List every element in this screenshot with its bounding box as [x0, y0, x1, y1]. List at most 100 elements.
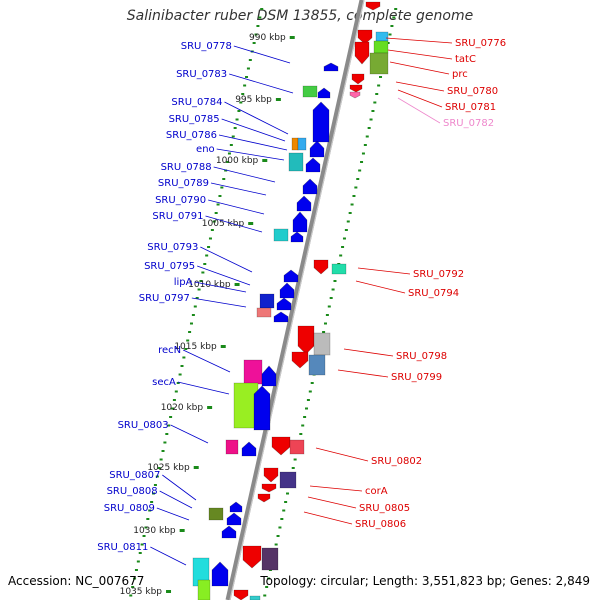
gene-arrow-forward — [273, 311, 289, 323]
gene-arrow-forward — [241, 441, 257, 457]
track-dot — [392, 16, 396, 19]
track-dot — [133, 577, 137, 580]
gene-box — [308, 354, 326, 376]
track-dot — [214, 212, 218, 214]
track-dot — [308, 390, 312, 393]
track-dot — [237, 110, 241, 112]
track-dot — [186, 339, 190, 342]
ruler-tick-mark — [275, 98, 281, 101]
right-gene-label: SRU_0782 — [443, 118, 494, 129]
track-dot — [235, 118, 239, 121]
track-dot — [188, 331, 192, 333]
left-gene-label: SRU_0790 — [155, 195, 206, 206]
track-dot — [291, 467, 295, 469]
track-dot — [129, 594, 133, 597]
track-dot — [191, 314, 195, 316]
track-dot — [171, 407, 175, 410]
track-dot — [386, 42, 390, 44]
ruler-tick-mark — [220, 345, 226, 348]
track-dot — [161, 450, 165, 452]
left-gene-label: eno — [196, 144, 215, 155]
ruler-tick-mark — [289, 36, 295, 39]
gene-arrow-forward — [309, 140, 325, 158]
track-dot — [184, 348, 188, 350]
gene-arrow-reverse — [233, 589, 249, 600]
track-dot — [212, 220, 216, 223]
left-gene-label: SRU_0797 — [139, 293, 190, 304]
track-dot — [180, 365, 184, 367]
track-dot — [254, 33, 258, 36]
track-dot — [207, 246, 211, 248]
track-dot — [306, 399, 310, 401]
track-dot — [371, 110, 375, 112]
right-gene-label: SRU_0806 — [355, 519, 406, 530]
gene-box — [197, 579, 211, 600]
track-dot — [390, 25, 394, 27]
track-dot — [165, 433, 169, 435]
track-dot — [379, 76, 383, 78]
left-gene-label: SRU_0811 — [97, 542, 148, 553]
gene-arrow-forward — [261, 365, 277, 387]
left-leader-line — [162, 474, 197, 501]
track-dot — [375, 93, 379, 95]
gene-box — [373, 40, 389, 54]
track-dot — [176, 382, 180, 384]
right-leader-line — [397, 89, 443, 108]
track-dot — [195, 297, 199, 299]
ruler-tick-mark — [166, 590, 172, 593]
ruler-tick-mark — [262, 159, 268, 162]
track-dot — [226, 161, 230, 163]
right-leader-line — [387, 49, 453, 60]
track-dot — [284, 501, 288, 503]
left-leader-line — [233, 45, 291, 64]
left-gene-label: SRU_0793 — [147, 242, 198, 253]
left-gene-label: SRU_0784 — [171, 97, 222, 108]
left-leader-line — [205, 215, 263, 233]
right-gene-label: tatC — [455, 54, 476, 65]
track-dot — [152, 492, 156, 495]
right-gene-label: corA — [365, 486, 388, 497]
right-gene-label: SRU_0798 — [396, 351, 447, 362]
gene-arrow-forward — [292, 211, 308, 233]
gene-arrow-reverse — [257, 493, 271, 503]
track-dot — [136, 560, 140, 563]
left-leader-line — [216, 148, 285, 161]
track-dot — [178, 373, 182, 376]
track-dot — [310, 382, 314, 384]
track-dot — [199, 280, 203, 282]
left-gene-label: SRU_0803 — [118, 420, 169, 431]
track-dot — [322, 331, 326, 333]
track-dot — [293, 458, 297, 461]
track-dot — [153, 484, 157, 486]
gene-box — [297, 137, 307, 151]
gene-box — [279, 471, 297, 489]
left-leader-line — [170, 424, 209, 444]
track-dot — [148, 509, 152, 512]
track-dot — [301, 424, 305, 427]
right-leader-line — [389, 61, 450, 75]
ruler-tick-label: 1025 kbp — [147, 463, 190, 473]
left-leader-line — [218, 134, 288, 151]
track-dot — [189, 322, 193, 325]
gene-arrow-forward — [296, 195, 312, 212]
track-dot — [327, 305, 331, 308]
track-dot — [241, 93, 245, 95]
track-dot — [263, 594, 267, 597]
track-dot — [167, 424, 171, 427]
right-leader-line — [395, 81, 445, 92]
left-leader-line — [177, 381, 230, 395]
track-dot — [373, 101, 377, 104]
left-leader-line — [213, 166, 276, 183]
left-leader-line — [182, 349, 231, 373]
track-dot — [216, 203, 220, 206]
track-dot — [325, 314, 329, 316]
ruler-tick-mark — [248, 222, 254, 225]
left-gene-label: SRU_0807 — [109, 470, 160, 481]
gene-arrow-forward — [279, 282, 295, 299]
ruler-tick-mark — [207, 406, 213, 409]
track-dot — [274, 543, 278, 546]
right-gene-label: SRU_0794 — [408, 288, 459, 299]
right-gene-label: prc — [452, 69, 468, 80]
ruler-tick-mark — [193, 466, 199, 469]
track-dot — [246, 67, 250, 70]
